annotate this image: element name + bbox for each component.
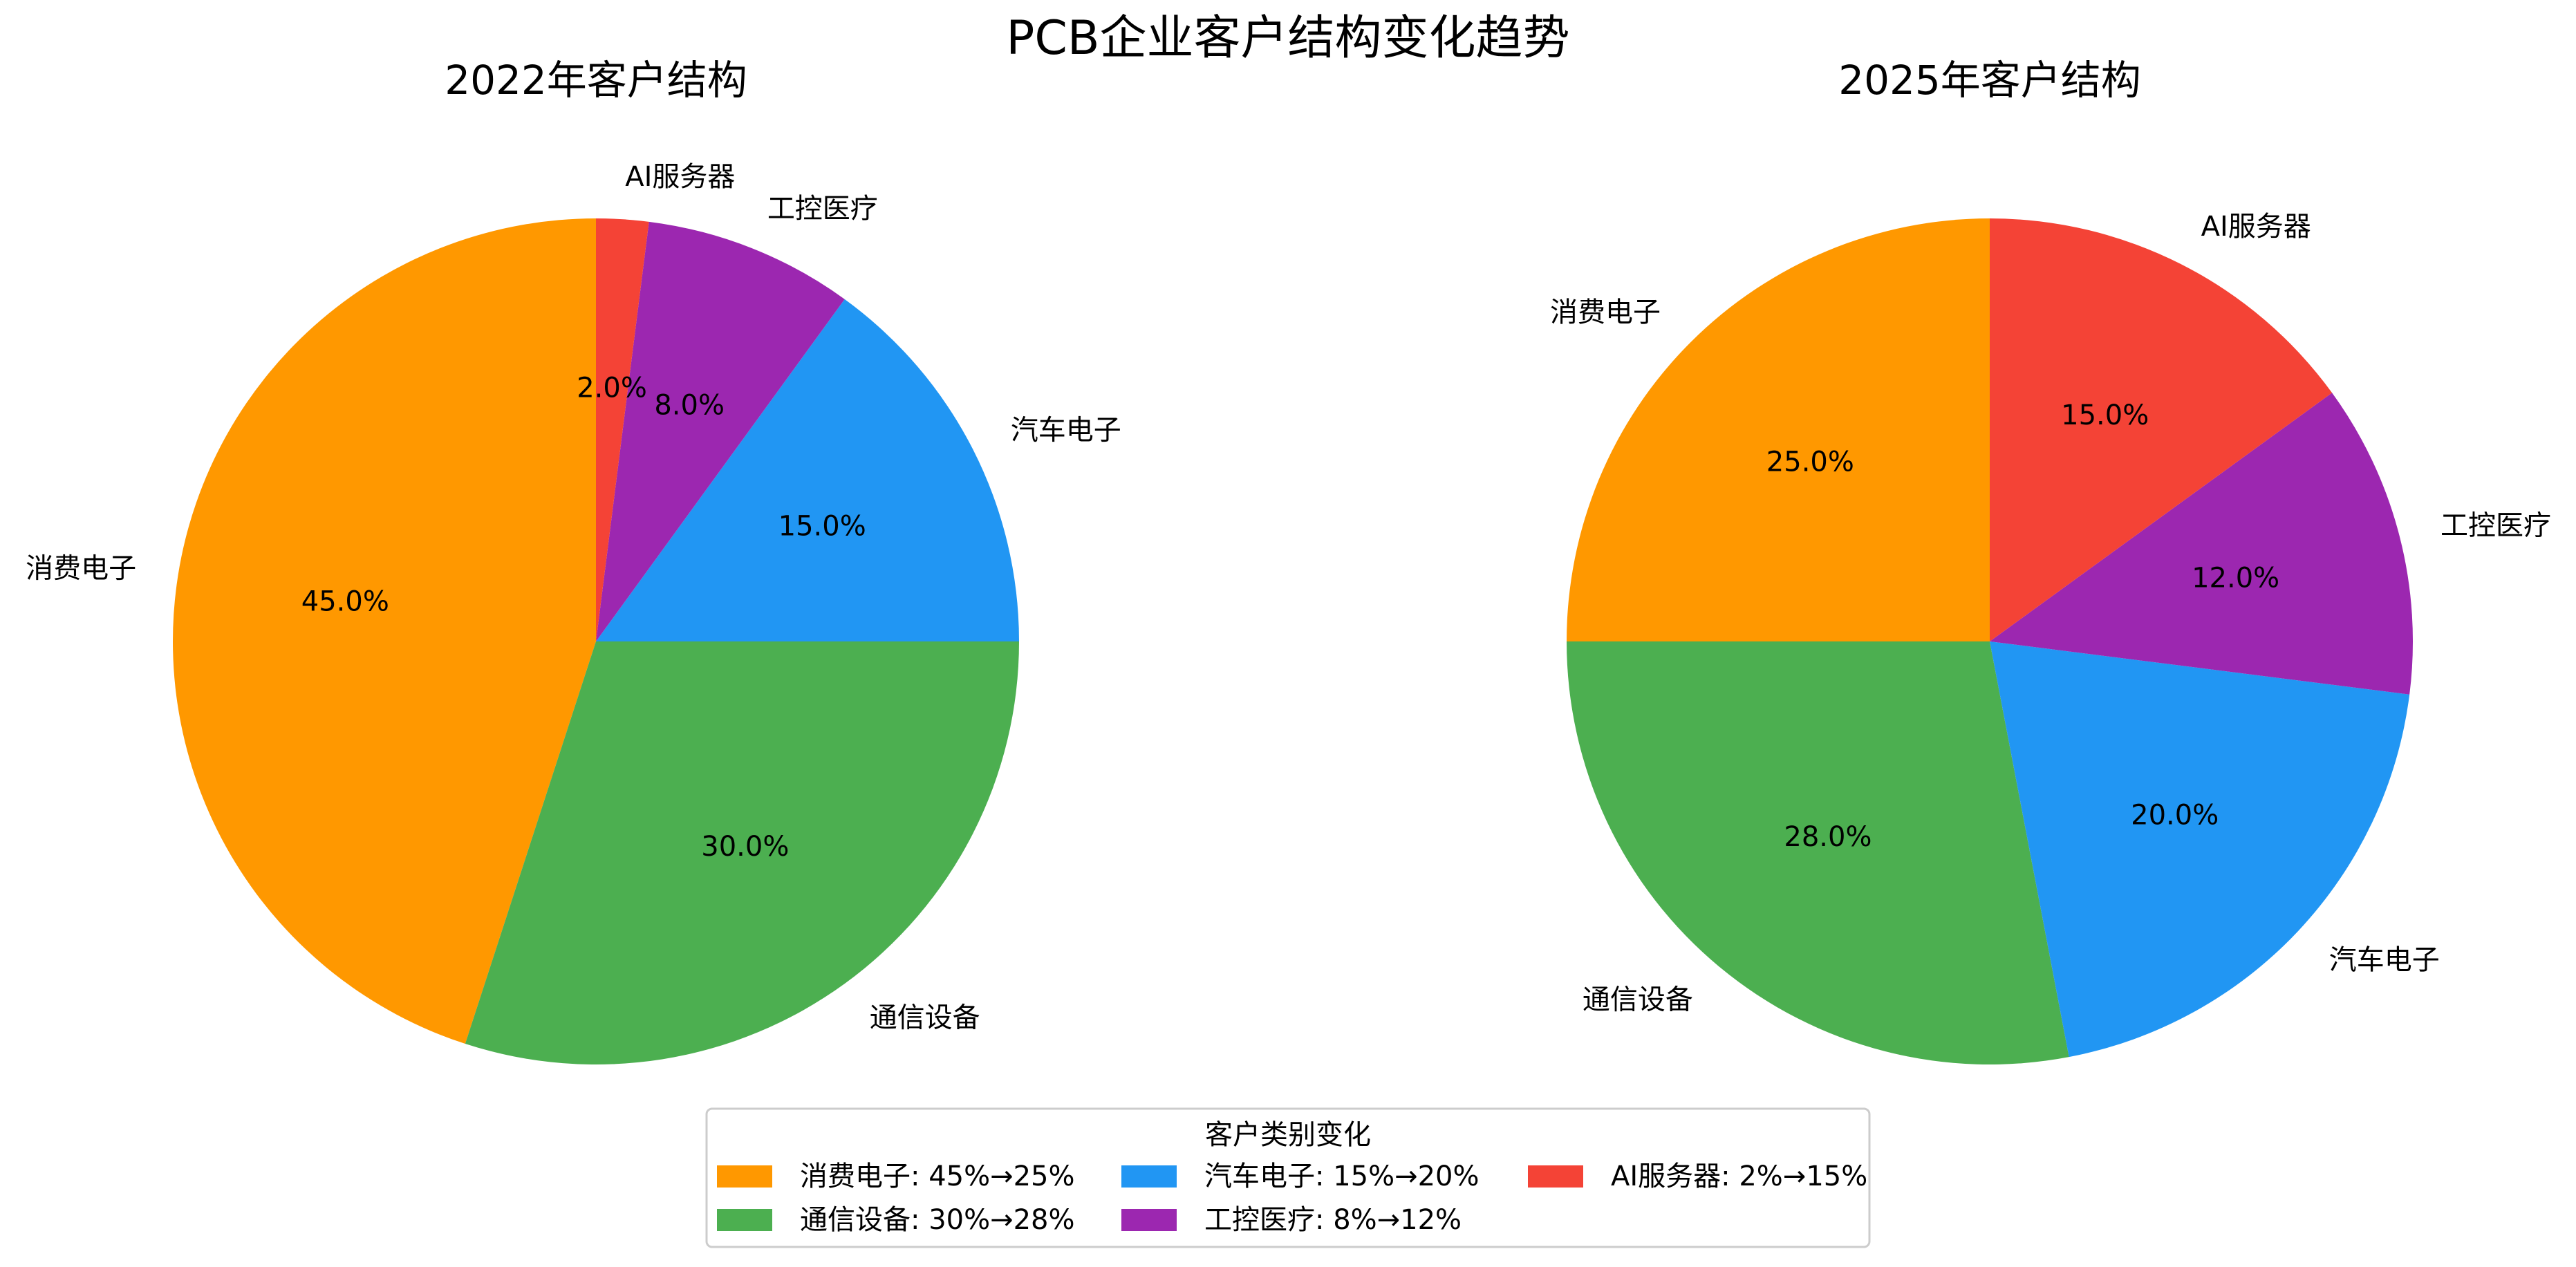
pct-label-2022-3: 8.0% — [654, 390, 725, 422]
category-label-2022-3: 工控医疗 — [767, 193, 878, 225]
pie-slice-2025-4 — [1990, 218, 2333, 641]
category-label-2022-2: 汽车电子 — [1011, 414, 1121, 446]
pie-chart-2022: 2022年客户结构 45.0% 消费电子 30.0% 通信设备 15.0% 汽车电子 8.0… — [26, 57, 1121, 1064]
category-label-2022-4: AI服务器 — [625, 161, 735, 193]
category-label-2022-0: 消费电子 — [26, 553, 136, 585]
category-label-2025-1: 通信设备 — [1583, 984, 1693, 1016]
pie-slice-2025-2 — [1990, 641, 2410, 1058]
legend-items: 消费电子: 45%→25% 通信设备: 30%→28% 汽车电子: 15%→20% 工… — [717, 1161, 1867, 1236]
pie-slice-2025-3 — [1990, 393, 2414, 695]
pct-label-2022-2: 15.0% — [778, 510, 866, 542]
legend-swatch-0 — [717, 1165, 772, 1188]
legend-label-2: 汽车电子: 15%→20% — [1204, 1161, 1480, 1192]
legend-label-1: 通信设备: 30%→28% — [800, 1204, 1075, 1236]
pct-label-2022-4: 2.0% — [577, 373, 647, 404]
pct-label-2025-2: 20.0% — [2131, 799, 2219, 831]
legend-frame — [705, 1107, 1871, 1248]
pie-slice-2025-1 — [1567, 641, 2069, 1064]
category-label-2025-3: 工控医疗 — [2440, 510, 2551, 542]
category-label-2022-1: 通信设备 — [870, 1002, 980, 1034]
pie-slices-2022 — [172, 218, 1020, 1064]
pie-title-2022: 2022年客户结构 — [445, 57, 747, 104]
pie-labels-2022: 45.0% 消费电子 30.0% 通信设备 15.0% 汽车电子 8.0% 工控医疗 2.0% A… — [26, 161, 1121, 1034]
legend-label-3: 工控医疗: 8%→12% — [1204, 1204, 1462, 1236]
legend-title: 客户类别变化 — [1205, 1119, 1371, 1151]
pct-label-2025-0: 25.0% — [1766, 446, 1854, 478]
figure-title: PCB企业客户结构变化趋势 — [1006, 11, 1569, 66]
legend: 客户类别变化 消费电子: 45%→25% 通信设备: 30%→28% 汽车电子: 1… — [705, 1107, 1871, 1248]
pie-labels-2025: 25.0% 消费电子 28.0% 通信设备 20.0% 汽车电子 12.0% 工控医疗 15.0… — [1550, 211, 2551, 1016]
pie-slice-2025-0 — [1567, 218, 1990, 641]
pct-label-2022-1: 30.0% — [701, 831, 789, 863]
legend-swatch-1 — [717, 1209, 772, 1231]
legend-label-0: 消费电子: 45%→25% — [800, 1161, 1075, 1192]
pie-slices-2025 — [1567, 218, 2414, 1064]
pct-label-2022-0: 45.0% — [301, 586, 389, 618]
legend-swatch-3 — [1121, 1209, 1177, 1231]
category-label-2025-4: AI服务器 — [2201, 211, 2311, 243]
pct-label-2025-3: 12.0% — [2192, 563, 2279, 594]
pie-slice-2022-2 — [596, 299, 1019, 641]
legend-swatch-2 — [1121, 1165, 1177, 1188]
pie-slice-2022-0 — [172, 218, 597, 1044]
legend-label-4: AI服务器: 2%→15% — [1611, 1161, 1867, 1192]
pie-title-2025: 2025年客户结构 — [1838, 57, 2141, 104]
pct-label-2025-1: 28.0% — [1784, 821, 1872, 853]
pie-slice-2022-1 — [465, 641, 1020, 1064]
category-label-2025-2: 汽车电子 — [2329, 944, 2440, 976]
category-label-2025-0: 消费电子 — [1550, 297, 1661, 328]
pct-label-2025-4: 15.0% — [2061, 400, 2149, 431]
pie-slice-2022-3 — [596, 221, 845, 641]
legend-swatch-4 — [1528, 1165, 1583, 1188]
pie-slice-2022-4 — [596, 218, 649, 641]
pie-chart-2025: 2025年客户结构 25.0% 消费电子 28.0% 通信设备 20.0% 汽车电子 12.… — [1550, 57, 2551, 1064]
